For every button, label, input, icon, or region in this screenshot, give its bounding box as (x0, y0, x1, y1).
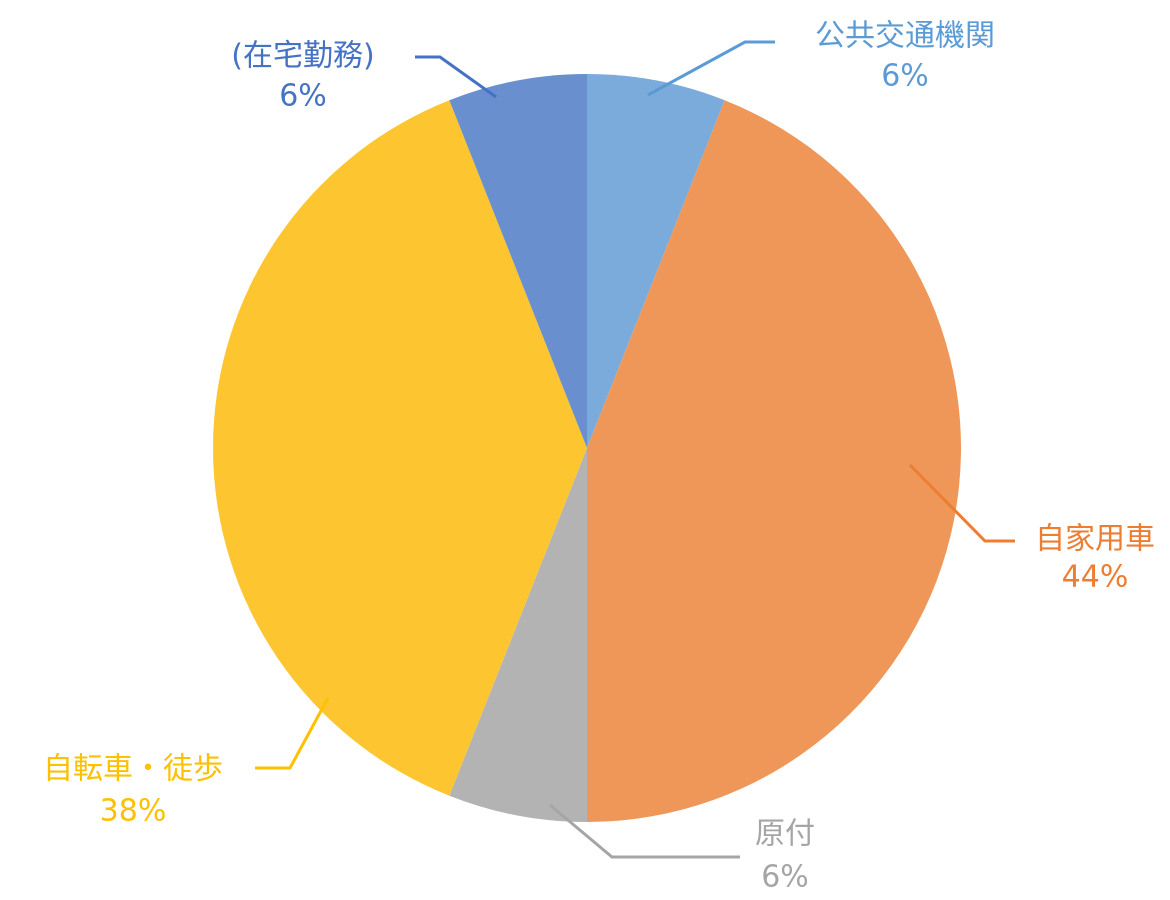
value-label: 38% (100, 794, 167, 829)
category-label: 自家用車 (1035, 522, 1155, 557)
pie-slice (587, 100, 961, 822)
category-label: 自転車・徒歩 (43, 752, 223, 787)
leader-line (908, 463, 1015, 543)
leader-line (255, 697, 330, 770)
pie-slice (213, 100, 588, 796)
pie-slice (587, 74, 725, 448)
leader-line (549, 803, 740, 859)
pie-slice (449, 448, 587, 822)
category-label: 原付 (755, 817, 815, 852)
leader-line (647, 40, 775, 97)
pie-slice (449, 74, 587, 448)
value-label: 44% (1062, 560, 1129, 595)
value-label: 6% (761, 860, 809, 895)
value-label: 6% (881, 59, 929, 94)
leader-line (415, 55, 497, 99)
value-label: 6% (279, 79, 327, 114)
category-label: (在宅勤務) (231, 39, 374, 74)
category-label: 公共交通機関 (815, 19, 995, 54)
